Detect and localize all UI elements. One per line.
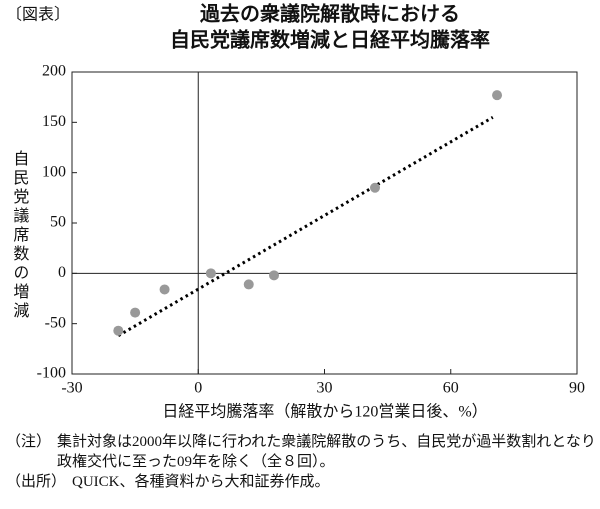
- point: [269, 270, 279, 281]
- y-tick-label: 200: [42, 63, 66, 80]
- x-tick-label: 30: [317, 380, 333, 397]
- y-axis-label: 自民党議席数の増減: [10, 150, 29, 321]
- y-tick-label: -50: [45, 314, 66, 331]
- note-label: （注）: [6, 434, 52, 450]
- point: [159, 284, 170, 295]
- y-tick-label: 0: [58, 264, 66, 281]
- y-tick-label: 100: [42, 163, 66, 180]
- header: 〔図表〕: [6, 6, 70, 24]
- y-tick-label: -100: [37, 365, 66, 382]
- x-tick-label: -30: [61, 380, 82, 397]
- y-tick-label: 150: [42, 113, 66, 130]
- trend-line: [117, 116, 494, 338]
- x-tick-label: 90: [569, 380, 585, 397]
- point: [243, 279, 254, 290]
- x-tick-label: 0: [194, 380, 202, 397]
- notes: （注） 集計対象は2000年以降に行われた衆議院解散のうち、自民党が過半数割れとな…: [6, 432, 596, 492]
- y-tick-label: 50: [50, 214, 66, 231]
- note-label: （出所）: [6, 474, 67, 490]
- note: （出所） QUICK、各種資料から大和証券作成。: [6, 472, 596, 492]
- point: [492, 90, 503, 101]
- x-tick-label: 60: [443, 380, 459, 397]
- note-text: 集計対象は2000年以降に行われた衆議院解散のうち、自民党が過半数割れとなり政権…: [57, 434, 596, 470]
- note-text: QUICK、各種資料から大和証券作成。: [72, 474, 330, 490]
- plot-frame: [71, 71, 578, 375]
- chart-title: 自民党議席数増減と日経平均騰落率: [170, 28, 490, 52]
- point: [205, 268, 216, 279]
- point: [113, 325, 124, 336]
- x-axis-label: 日経平均騰落率（解散から120営業日後、%）: [162, 403, 487, 421]
- point: [130, 307, 141, 318]
- note: （注） 集計対象は2000年以降に行われた衆議院解散のうち、自民党が過半数割れとな…: [6, 432, 596, 472]
- chart: 〔図表〕 過去の衆議院解散時における 自民党議席数増減と日経平均騰落率 自民党議…: [6, 2, 585, 421]
- chart-title: 過去の衆議院解散時における: [200, 2, 460, 26]
- point: [370, 182, 380, 193]
